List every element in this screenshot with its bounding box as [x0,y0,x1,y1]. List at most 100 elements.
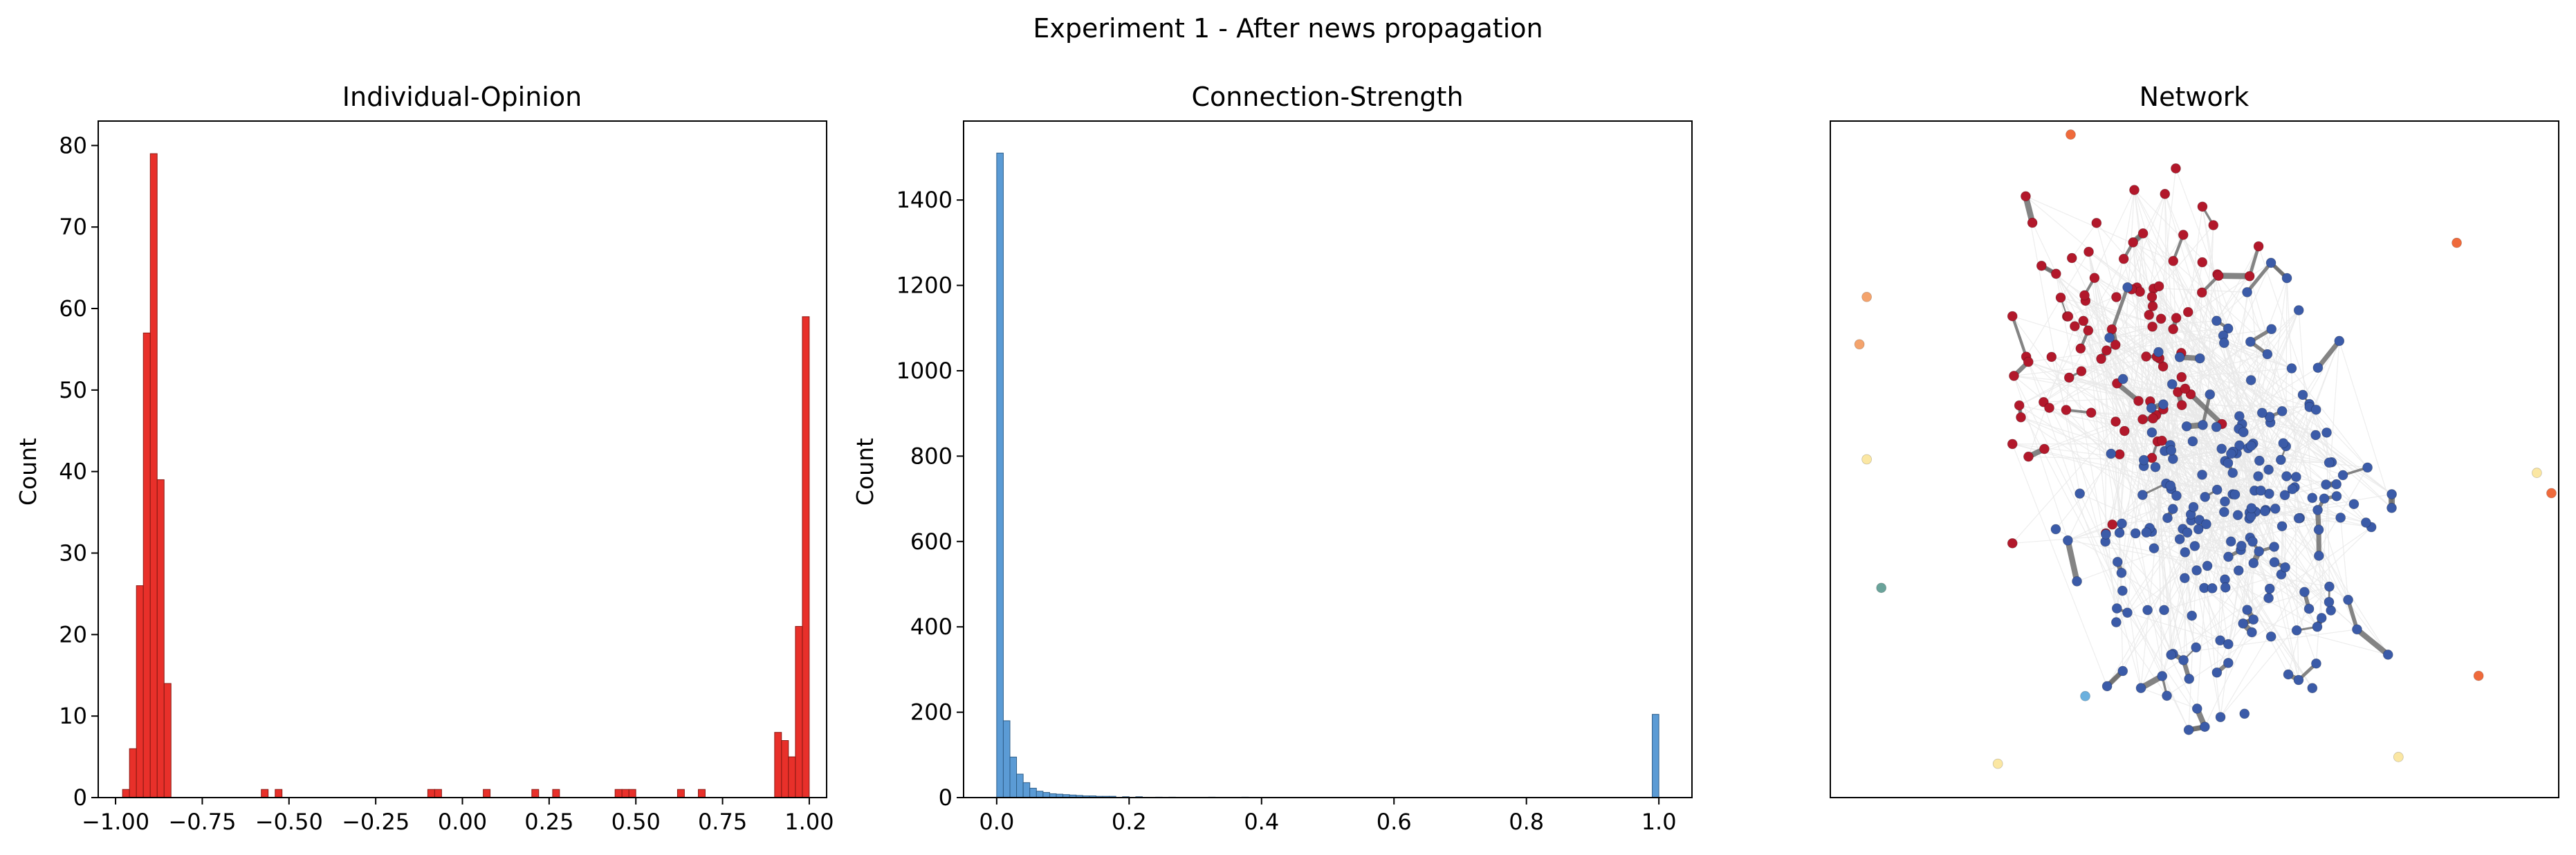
network-node [2007,311,2018,322]
histogram-bar [788,756,796,798]
network-node [2307,683,2318,694]
panel-title-network: Network [2140,82,2250,112]
network-node [2312,504,2323,515]
network-node [2187,610,2198,621]
y-tick-label: 600 [910,528,953,555]
network-edge [2292,488,2330,587]
network-node [2146,291,2158,302]
network-node [2225,536,2236,547]
network-edge [2106,350,2287,477]
network-node [2299,587,2310,598]
histogram-bar [1029,787,1037,798]
network-edge [2028,361,2203,425]
network-edge [2109,328,2229,338]
network-node [2111,603,2122,614]
network-node [2158,361,2169,372]
y-tick-label: 800 [910,443,953,469]
network-node [2066,252,2077,264]
network-node [2234,411,2245,421]
histogram-bar [677,789,685,798]
network-node [2201,519,2211,530]
network-node [2036,260,2047,271]
network-edge [2110,414,2157,454]
network-edge [2106,235,2184,351]
histogram-bar [621,789,629,798]
network-node [2247,536,2258,547]
network-edge [2115,451,2234,623]
network-node [2242,605,2253,616]
network-node [2178,230,2189,240]
x-tick-label: −0.25 [342,809,410,835]
plot-frame-network [1830,120,2559,798]
histogram-bar [1016,773,1024,798]
network-edge [2238,459,2281,571]
network-node [2324,457,2335,468]
network-node [2248,558,2259,569]
network-node [2321,427,2332,438]
network-edge-strong [2215,273,2253,279]
network-node [2270,504,2281,514]
network-isolated-node [1876,582,1887,594]
network-edge [2094,277,2102,359]
network-node [2202,560,2213,571]
network-node [2248,614,2259,625]
histogram-bar [163,683,172,798]
network-isolated-node [1854,339,1865,350]
network-node [2211,315,2222,327]
network-node [2225,448,2236,459]
network-edge [2133,241,2229,329]
network-edge [2142,419,2229,463]
network-node [2114,527,2125,538]
network-node [2184,673,2195,684]
network-edge [2018,405,2128,613]
network-edge [2088,251,2151,528]
histogram-bar [531,789,540,798]
network-node [2283,669,2294,680]
network-node [2254,455,2265,466]
network-edge [2153,418,2265,512]
network-node [2110,617,2122,627]
network-node [2196,287,2207,298]
network-node [2147,321,2158,332]
x-tick-label: 0.2 [1112,809,1147,835]
histogram-bar [996,152,1004,798]
network-node [2197,469,2207,480]
network-edge [2220,467,2368,717]
network-edge [2049,351,2159,409]
bars-connection-strength [996,152,1659,798]
y-tick-label: 70 [59,214,87,240]
network-node [2205,389,2216,400]
network-node [2111,292,2122,302]
histogram-bar [275,789,283,798]
network-isolated-node [1861,454,1873,465]
network-edge [2085,300,2123,524]
network-edge [2025,251,2090,357]
network-node [2168,255,2179,266]
network-edge [2121,572,2220,641]
network-node [2119,425,2130,436]
network-node [2348,499,2359,510]
network-edge [2025,196,2173,261]
network-edge [2028,456,2144,461]
network-isolated-node [1861,291,1873,302]
histogram-bar [1652,714,1659,798]
network-edge [2122,378,2184,661]
network-edge [2166,586,2330,697]
network-node [2326,605,2337,616]
network-node [2297,389,2308,401]
network-graph: Network [1830,82,2559,798]
network-edge [2142,233,2372,528]
network-edge [2158,328,2229,353]
network-node [2265,631,2276,642]
network-node [2253,471,2263,481]
y-tick-label: 40 [59,459,87,485]
network-node [2114,449,2125,460]
network-node [2312,621,2323,632]
network-node [2137,228,2149,239]
network-node [2091,217,2102,228]
network-node [2122,607,2133,618]
y-tick-label: 0 [939,784,953,811]
ticks-individual-opinion: −1.00 −0.75 −0.50 −0.25 0.00 0.25 0.50 0.75 1.00… [59,132,834,835]
network-edge [2088,251,2310,407]
x-tick-label: 0.50 [611,809,661,835]
